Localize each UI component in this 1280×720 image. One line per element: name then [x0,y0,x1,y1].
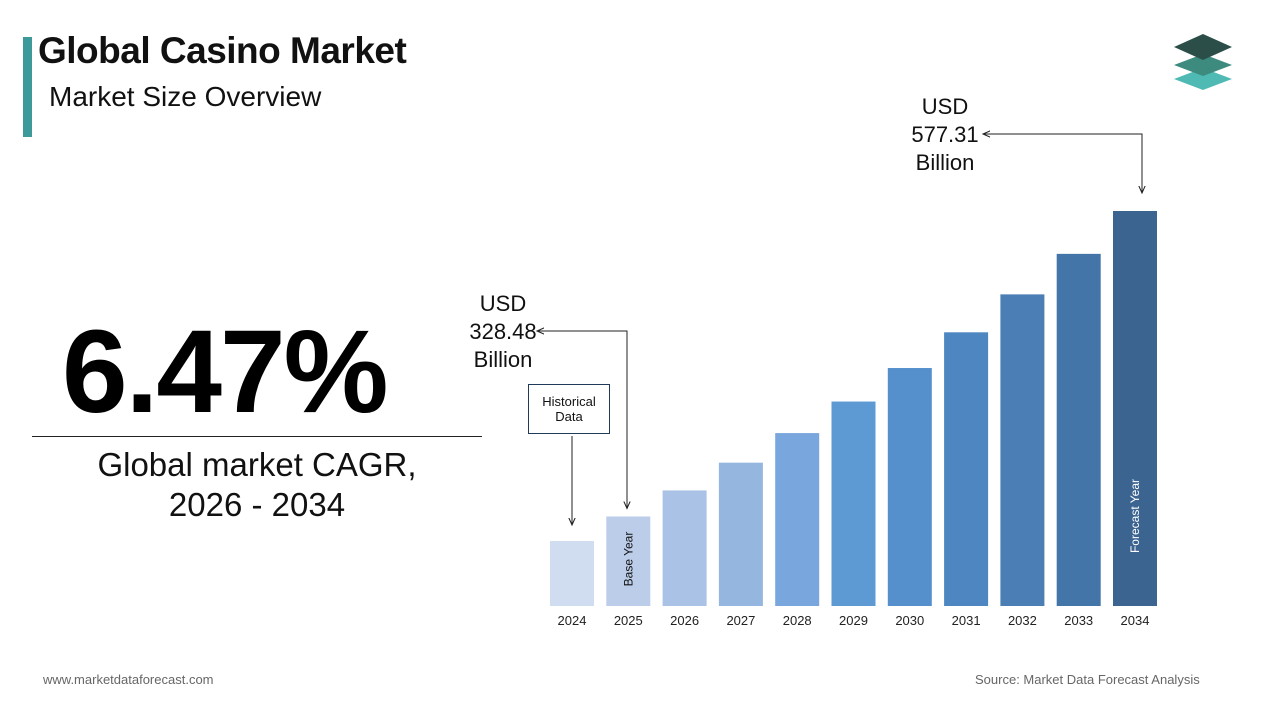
x-tick-label-2032: 2032 [1008,613,1037,628]
bar-2024 [550,541,594,606]
x-tick-label-2025: 2025 [614,613,643,628]
bar-2033 [1056,253,1101,606]
stacked-layers-logo-icon [1174,34,1232,90]
cagr-value: 6.47% [62,306,389,438]
x-tick-label-2030: 2030 [895,613,924,628]
x-tick-label-2024: 2024 [558,613,587,628]
page-subtitle: Market Size Overview [49,81,322,112]
x-tick-label-2028: 2028 [783,613,812,628]
bar-2034 [1113,211,1157,606]
annotation-arrow-2025 [537,331,627,508]
bar-2027 [718,462,763,606]
x-tick-label-2029: 2029 [839,613,868,628]
bar-2026 [662,490,707,606]
bar-2030 [887,368,932,606]
page-title: Global Casino Market [38,30,407,71]
cagr-label-line2: 2026 - 2034 [168,486,346,523]
bar-2028 [775,433,820,606]
cagr-divider [32,436,482,437]
bar-label-2025: Base Year [621,532,635,587]
annotation-arrow-2034 [983,134,1142,193]
footer-source: Source: Market Data Forecast Analysis [975,672,1200,687]
bar-2029 [831,401,876,606]
title-accent-bar [23,37,32,137]
bar-2031 [944,332,989,606]
x-tick-label-2026: 2026 [670,613,699,628]
bar-2032 [1000,294,1045,606]
value-annotation-2025-line1: USD [480,291,526,316]
footer-website: www.marketdataforecast.com [43,672,214,687]
value-annotation-2034-line1: USD [922,94,968,119]
value-annotation-2025-line2: 328.48 [469,319,536,344]
x-tick-label-2034: 2034 [1121,613,1150,628]
value-annotation-2034-line2: 577.31 [911,122,978,147]
cagr-label: Global market CAGR, 2026 - 2034 [32,445,482,525]
value-annotation-2025-line3: Billion [474,347,533,372]
value-annotation-2034-line3: Billion [916,150,975,175]
x-tick-label-2033: 2033 [1064,613,1093,628]
x-tick-label-2027: 2027 [726,613,755,628]
cagr-label-line1: Global market CAGR, [97,446,417,483]
x-tick-label-2031: 2031 [952,613,981,628]
bar-2025 [606,516,651,606]
bar-label-2034: Forecast Year [1128,479,1142,553]
